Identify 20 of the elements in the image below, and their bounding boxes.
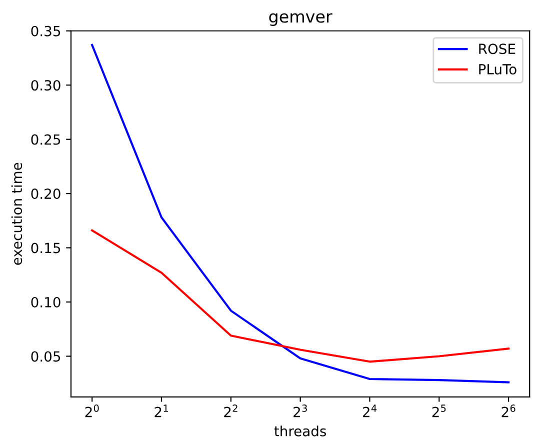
line-series (91, 229, 510, 363)
y-tick-label: 0.35 (31, 26, 60, 36)
legend-label: ROSE (479, 44, 516, 54)
y-tick-label: 0.25 (31, 134, 60, 145)
y-axis-title: execution time (11, 162, 22, 265)
x-tick-label: 2$^{1}$ (154, 404, 168, 418)
x-tick-label: 2$^{2}$ (224, 404, 238, 418)
chart-title: gemver (269, 13, 332, 26)
y-tick-label: 0.05 (31, 351, 60, 362)
y-tick-label: 0.15 (31, 242, 60, 254)
x-tick-label: 2$^{3}$ (294, 404, 307, 418)
legend-label: PLuTo (479, 64, 516, 75)
x-axis-title: threads (274, 426, 326, 436)
x-tick-label: 2$^{6}$ (502, 404, 516, 418)
x-tick-label: 2$^{5}$ (432, 404, 446, 418)
x-tick-label: 2$^{0}$ (85, 404, 99, 418)
y-tick-label: 0.10 (31, 296, 60, 308)
y-tick-label: 0.20 (31, 188, 60, 200)
x-tick-label: 2$^{4}$ (362, 404, 377, 418)
y-tick-label: 0.30 (31, 80, 60, 91)
